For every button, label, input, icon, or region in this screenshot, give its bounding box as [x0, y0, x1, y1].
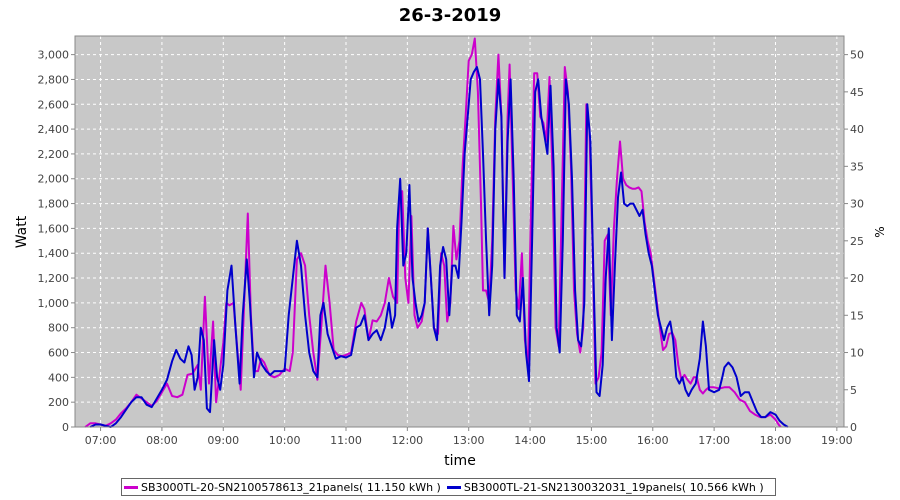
y-axis-ticks: 0 200 400 600 800 1,000 1,200 1,400 1,600 1,800 2,… — [38, 49, 75, 434]
x-tick-label: 09:00 — [207, 434, 239, 447]
y-tick-label: 1,800 — [38, 198, 70, 211]
y2-tick-label: 35 — [850, 160, 864, 173]
x-axis-ticks: 07:00 08:00 09:00 10:00 11:00 12:00 13:00 14:00… — [85, 427, 853, 447]
y-tick-label: 1,600 — [38, 222, 70, 235]
x-tick-label: 14:00 — [514, 434, 546, 447]
series-line-2 — [89, 66, 789, 428]
x-tick-label: 12:00 — [391, 434, 423, 447]
x-tick-label: 17:00 — [698, 434, 730, 447]
y-tick-label: 2,000 — [38, 173, 70, 186]
y-tick-label: 0 — [62, 421, 69, 434]
y-tick-label: 200 — [48, 396, 69, 409]
chart-title: 26-3-2019 — [399, 5, 502, 26]
legend-item: SB3000TL-21-SN2130032031_19panels( 10.56… — [446, 480, 764, 494]
y2-tick-label: 5 — [850, 384, 857, 397]
y2-tick-label: 0 — [850, 421, 857, 434]
y-tick-label: 3,000 — [38, 49, 70, 62]
x-tick-label: 07:00 — [85, 434, 117, 447]
y2-axis-label: % — [873, 226, 887, 237]
legend-swatch-magenta — [124, 485, 138, 489]
legend-label: SB3000TL-20-SN2100578613_21panels( 11.15… — [141, 480, 441, 494]
chart-svg: 26-3-2019 02004006008001,0001,2001,4001,… — [14, 5, 887, 469]
y-axis-label: Watt — [14, 215, 30, 248]
legend: SB3000TL-20-SN2100578613_21panels( 11.15… — [121, 478, 776, 496]
y-tick-label: 600 — [48, 347, 69, 360]
legend-swatch-blue — [446, 485, 461, 489]
x-tick-label: 10:00 — [269, 434, 301, 447]
y2-axis-ticks: 0 5 10 15 20 25 30 35 40 45 50 — [844, 49, 864, 434]
plot-frame — [74, 35, 845, 428]
y-tick-label: 2,200 — [38, 148, 70, 161]
y2-tick-label: 15 — [850, 309, 864, 322]
x-axis-label: time — [444, 453, 476, 469]
x-tick-label: 19:00 — [821, 434, 853, 447]
x-tick-label: 15:00 — [576, 434, 608, 447]
y-tick-label: 2,400 — [38, 123, 70, 136]
y-tick-label: 400 — [48, 371, 69, 384]
y2-tick-label: 50 — [850, 49, 864, 62]
x-tick-label: 08:00 — [146, 434, 178, 447]
x-tick-label: 18:00 — [760, 434, 792, 447]
y-tick-label: 1,400 — [38, 247, 70, 260]
x-tick-label: 11:00 — [330, 434, 362, 447]
y-tick-label: 1,000 — [38, 297, 70, 310]
y2-tick-label: 45 — [850, 86, 864, 99]
legend-item: SB3000TL-20-SN2100578613_21panels( 11.15… — [124, 481, 441, 494]
y2-tick-label: 10 — [850, 347, 864, 360]
y2-tick-label: 40 — [850, 123, 864, 136]
x-tick-label: 13:00 — [453, 434, 485, 447]
y2-tick-label: 20 — [850, 272, 864, 285]
y2-tick-label: 25 — [850, 235, 864, 248]
y-tick-label: 1,200 — [38, 272, 70, 285]
series-layer — [84, 37, 789, 428]
x-tick-label: 16:00 — [637, 434, 669, 447]
y-tick-label: 800 — [48, 322, 69, 335]
y-tick-label: 2,800 — [38, 73, 70, 86]
y-tick-label: 2,600 — [38, 98, 70, 111]
legend-label: SB3000TL-21-SN2130032031_19panels( 10.56… — [463, 480, 764, 494]
y2-tick-label: 30 — [850, 198, 864, 211]
